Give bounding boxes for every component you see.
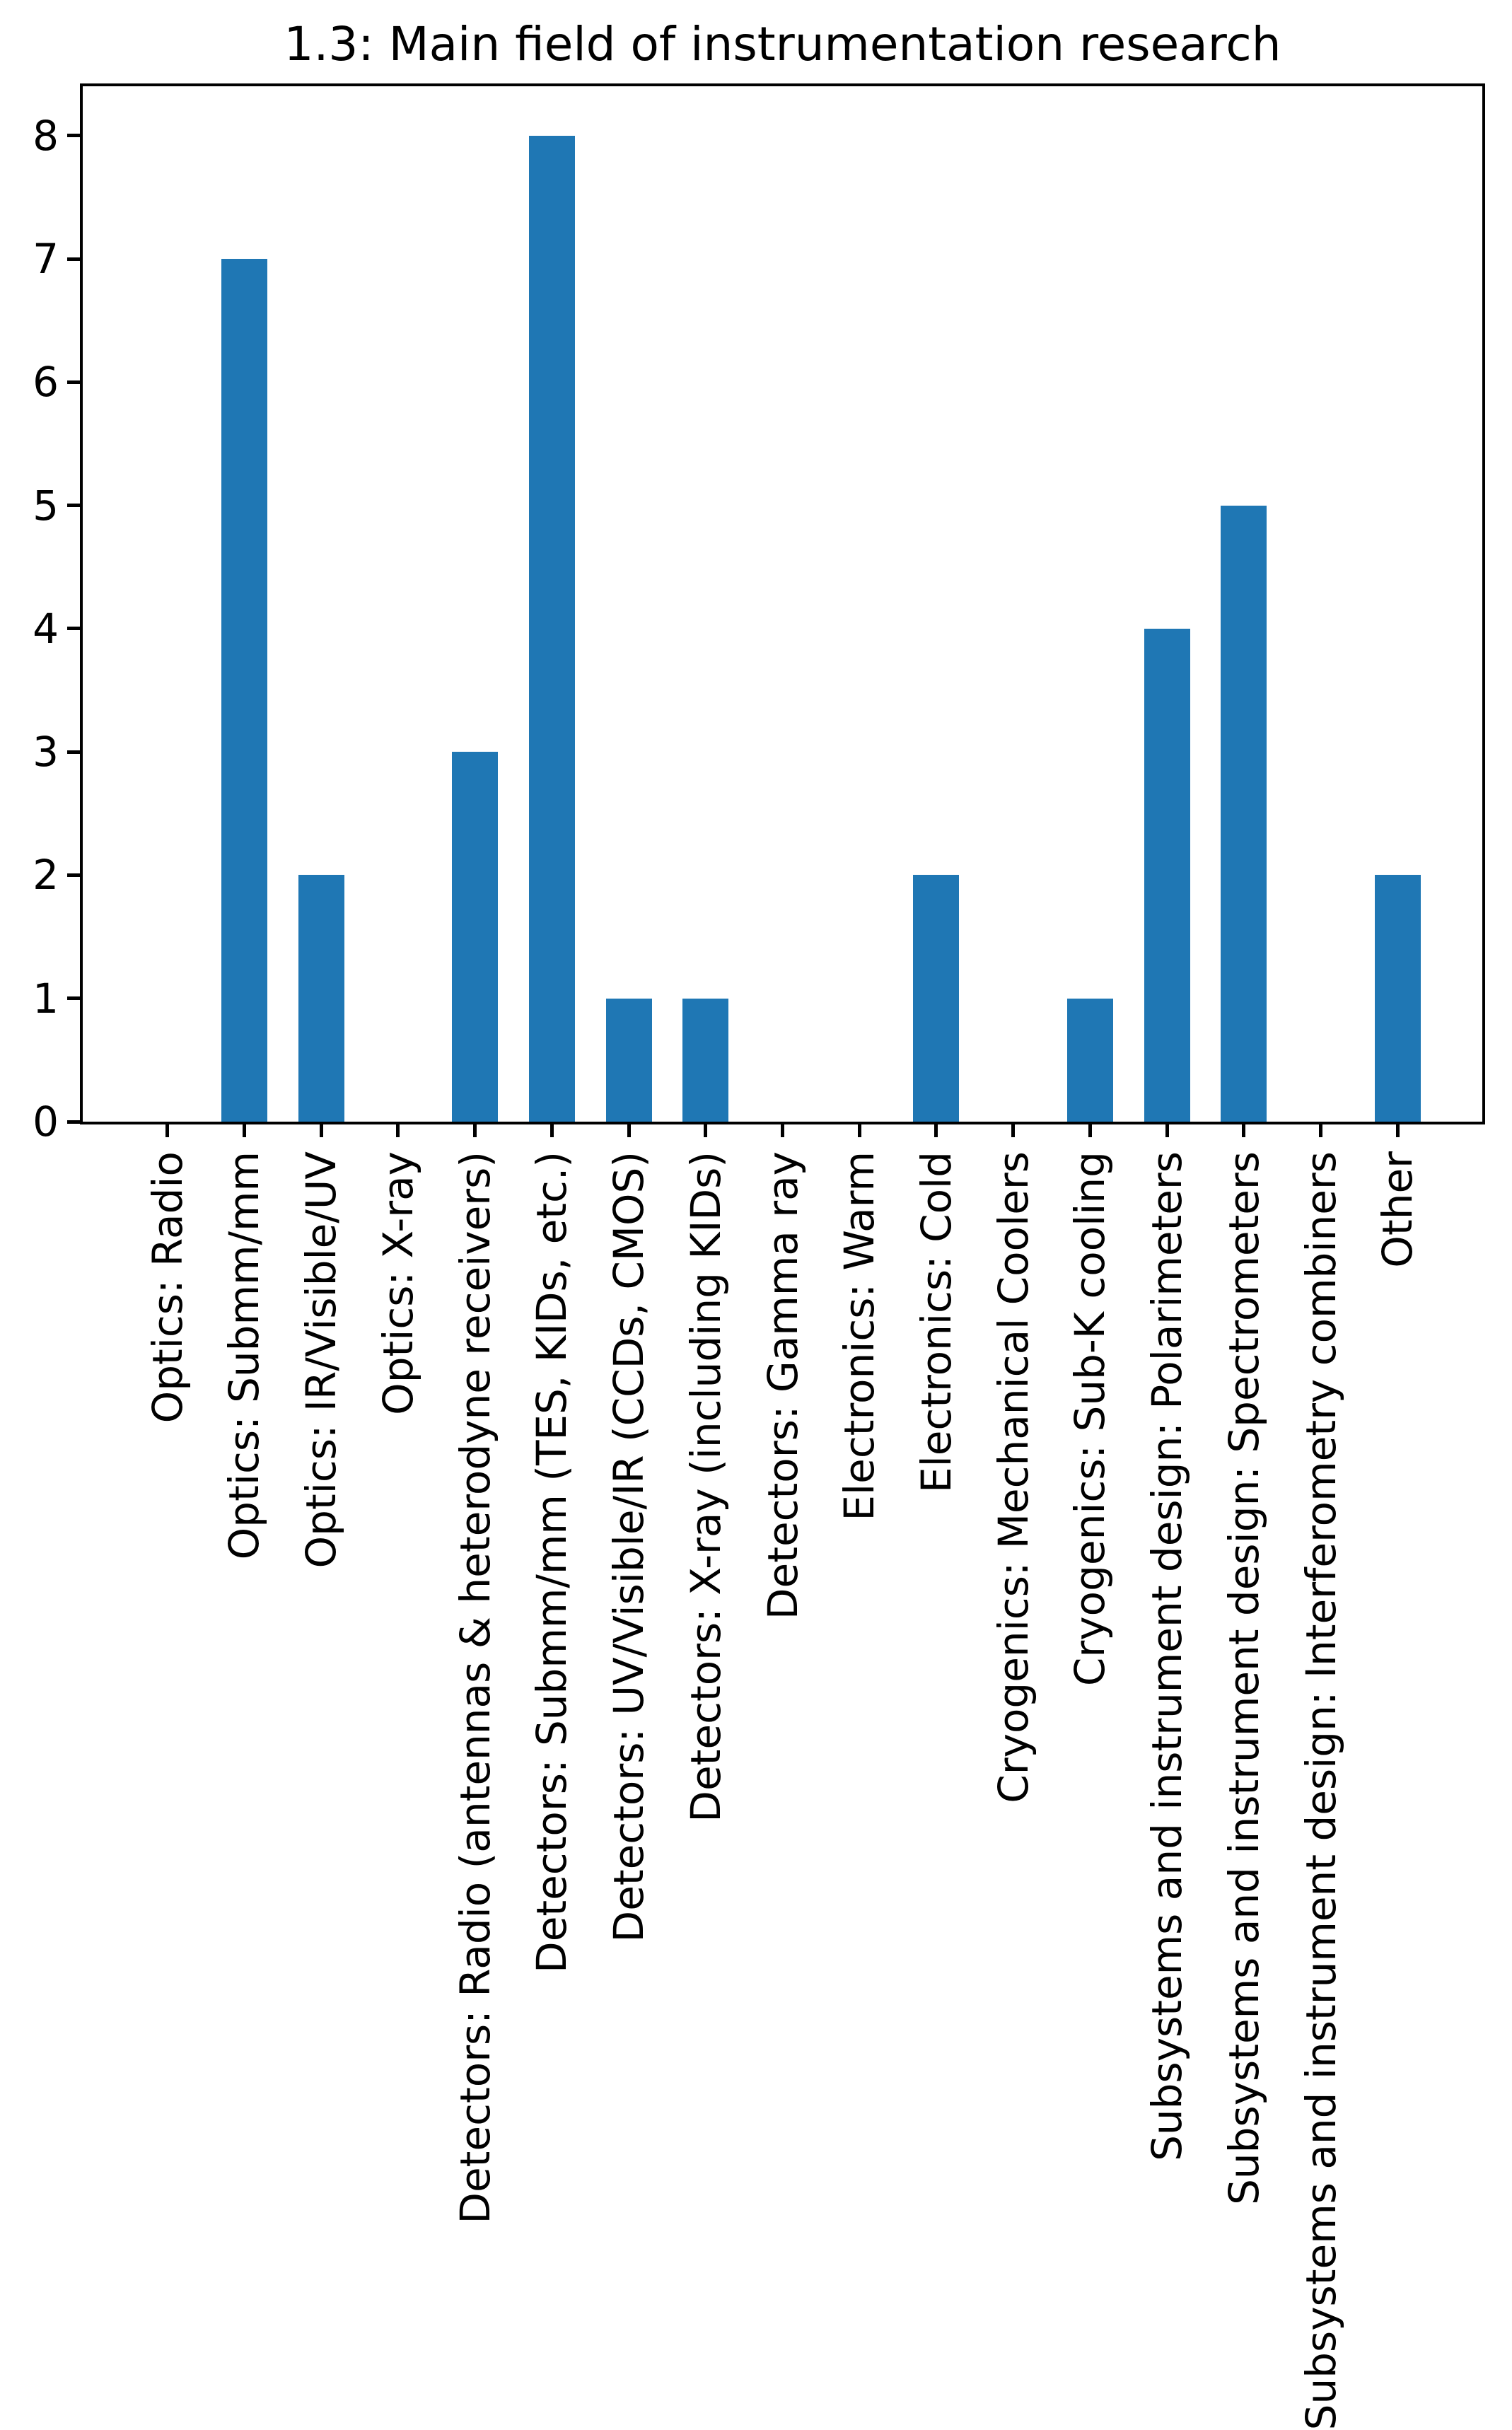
- x-tick-label: Optics: IR/Visible/UV: [297, 1151, 346, 1569]
- x-tick-mark: [934, 1124, 938, 1137]
- x-tick-mark: [1395, 1124, 1400, 1137]
- x-tick-label: Optics: X-ray: [373, 1151, 422, 1415]
- x-tick-mark: [396, 1124, 400, 1137]
- chart-title: 1.3: Main field of instrumentation resea…: [284, 17, 1281, 71]
- x-tick-label: Detectors: UV/Visible/IR (CCDs, CMOS): [605, 1151, 653, 1943]
- chart-bar: [452, 752, 499, 1122]
- chart-bar: [1221, 505, 1267, 1122]
- y-tick-label: 6: [33, 358, 59, 407]
- x-tick-mark: [1242, 1124, 1246, 1137]
- y-tick-label: 2: [33, 851, 59, 900]
- chart-bar: [1144, 628, 1190, 1122]
- x-tick-label: Detectors: Radio (antennas & heterodyne …: [450, 1151, 499, 2224]
- x-tick-label: Optics: Radio: [143, 1151, 192, 1424]
- y-tick-mark: [67, 380, 80, 384]
- x-tick-mark: [319, 1124, 323, 1137]
- y-tick-mark: [67, 134, 80, 138]
- x-tick-label: Electronics: Cold: [912, 1151, 960, 1494]
- chart-bar: [682, 998, 729, 1122]
- y-tick-mark: [67, 996, 80, 1001]
- chart-bar: [298, 875, 344, 1122]
- x-tick-mark: [1165, 1124, 1169, 1137]
- x-tick-mark: [242, 1124, 246, 1137]
- chart-bar: [221, 259, 267, 1122]
- y-tick-label: 3: [33, 728, 59, 777]
- chart-bar: [913, 875, 960, 1122]
- y-tick-label: 0: [33, 1098, 59, 1146]
- y-tick-label: 8: [33, 111, 59, 160]
- x-tick-mark: [704, 1124, 708, 1137]
- y-tick-mark: [67, 1120, 80, 1124]
- x-tick-mark: [1011, 1124, 1016, 1137]
- plot-area: [80, 83, 1485, 1124]
- x-tick-label: Optics: Submm/mm: [220, 1151, 269, 1560]
- x-tick-label: Subsystems and instrument design: Interf…: [1296, 1151, 1345, 2430]
- x-tick-label: Subsystems and instrument design: Polari…: [1143, 1151, 1192, 2161]
- y-tick-mark: [67, 627, 80, 631]
- x-tick-mark: [549, 1124, 554, 1137]
- x-tick-mark: [473, 1124, 477, 1137]
- x-tick-mark: [165, 1124, 170, 1137]
- y-tick-mark: [67, 257, 80, 261]
- y-tick-label: 4: [33, 604, 59, 653]
- x-tick-label: Subsystems and instrument design: Spectr…: [1219, 1151, 1268, 2205]
- y-tick-mark: [67, 750, 80, 754]
- x-tick-label: Electronics: Warm: [835, 1151, 884, 1521]
- x-tick-label: Detectors: Submm/mm (TES, KIDs, etc.): [528, 1151, 576, 1973]
- x-tick-mark: [781, 1124, 784, 1137]
- x-tick-mark: [1319, 1124, 1323, 1137]
- x-tick-label: Other: [1373, 1151, 1422, 1268]
- y-tick-label: 7: [33, 235, 59, 283]
- chart-bar: [605, 998, 652, 1122]
- y-tick-mark: [67, 873, 80, 877]
- y-tick-label: 5: [33, 481, 59, 530]
- x-tick-label: Detectors: X-ray (including KIDs): [681, 1151, 730, 1822]
- chart-bar: [1066, 998, 1113, 1122]
- x-tick-label: Cryogenics: Mechanical Coolers: [989, 1151, 1037, 1803]
- y-tick-label: 1: [33, 974, 59, 1023]
- y-tick-mark: [67, 504, 80, 508]
- x-tick-mark: [857, 1124, 861, 1137]
- x-tick-label: Detectors: Gamma ray: [758, 1151, 807, 1620]
- x-tick-label: Cryogenics: Sub-K cooling: [1066, 1151, 1115, 1687]
- x-tick-mark: [1088, 1124, 1092, 1137]
- chart-bar: [1374, 875, 1421, 1122]
- chart-bar: [528, 135, 575, 1122]
- x-tick-mark: [627, 1124, 631, 1137]
